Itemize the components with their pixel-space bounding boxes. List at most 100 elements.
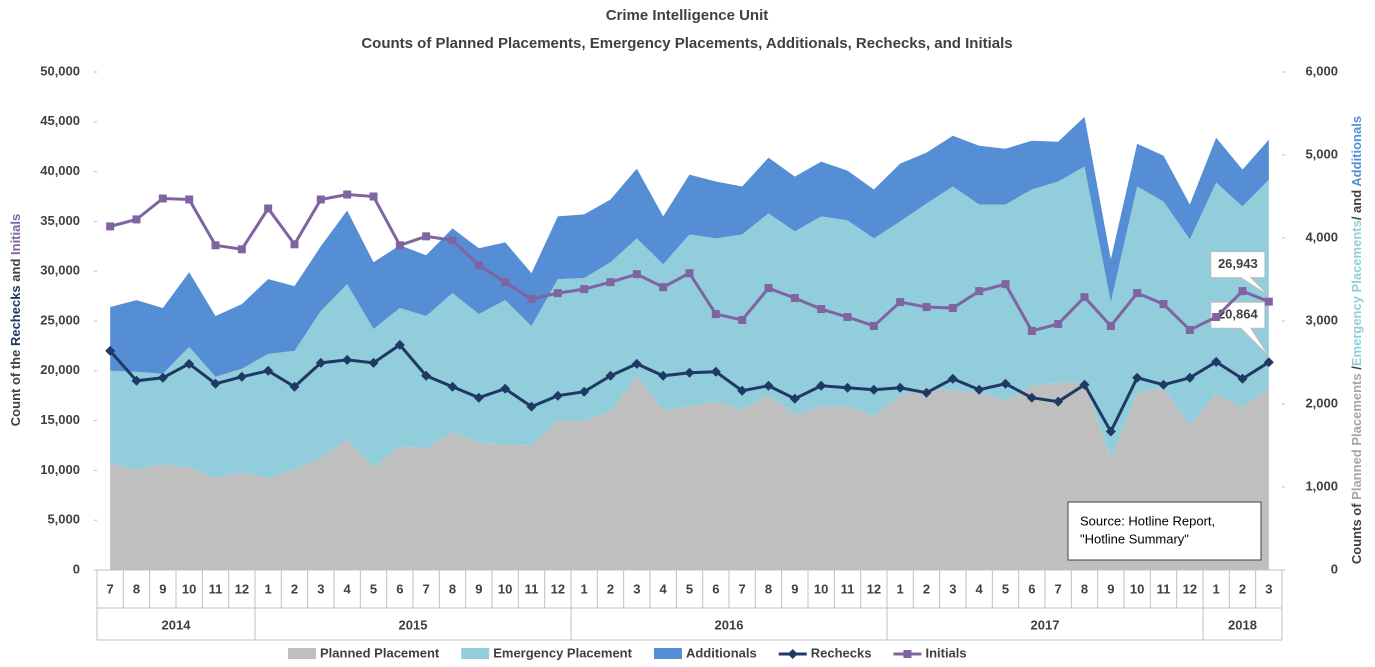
x-tick-label: 12 [235,581,249,596]
year-label: 2017 [1031,617,1060,632]
x-tick-label: 1 [265,581,272,596]
y-tick-label: 15,000 [40,412,80,427]
x-tick-label: 3 [317,581,324,596]
point [289,381,300,392]
x-tick-label: 10 [814,581,828,596]
x-tick-label: 5 [370,581,377,596]
point [1264,297,1273,306]
x-tick-label: 11 [209,581,223,596]
point [764,284,773,293]
x-tick-label: 4 [660,581,668,596]
point [1238,287,1247,296]
legend-label: Rechecks [811,645,872,660]
x-tick-label: 1 [581,581,588,596]
point [1133,289,1142,298]
y-tick-label: 0 [73,561,80,576]
point [157,372,168,383]
point [1080,293,1089,302]
x-tick-label: 11 [841,581,855,596]
point [710,366,721,377]
point [237,245,246,254]
axis-title-part: Planned Placements [1349,370,1364,500]
chart-title: Crime Intelligence Unit [606,7,769,24]
point [1001,280,1010,289]
point [448,236,457,245]
point [527,295,536,304]
point [974,384,985,395]
axis-title-part: Additionals [1349,116,1364,187]
x-tick-label: 6 [712,581,719,596]
x-tick-label: 6 [1028,581,1035,596]
source-text: "Hotline Summary" [1080,531,1189,546]
axis-title-part: Count of the [8,346,23,426]
point [131,375,142,386]
y2-tick-label: 2,000 [1305,395,1338,410]
x-tick-label: 2 [291,581,298,596]
point [737,385,748,396]
data-label: 26,943 [1218,256,1258,271]
data-label: 20,864 [1218,307,1259,322]
point [316,195,325,204]
point [738,316,747,325]
point [315,357,326,368]
axis-title-part: Counts of [1349,500,1364,564]
point [422,232,431,241]
point [500,383,511,394]
point [342,354,353,365]
area [110,116,1269,377]
year-label: 2018 [1228,617,1257,632]
point [1105,426,1116,437]
x-tick-label: 12 [1183,581,1197,596]
year-label: 2014 [162,617,192,632]
legend-swatch [288,648,316,659]
x-tick-label: 9 [159,581,166,596]
y2-axis-title: Counts of Planned Placements /Emergency … [1349,116,1364,564]
point [948,304,957,313]
point [132,215,141,224]
x-tick-label: 7 [423,581,430,596]
point [105,345,116,356]
point [473,392,484,403]
x-tick-label: 1 [1213,581,1220,596]
x-tick-label: 7 [107,581,114,596]
year-label: 2015 [399,617,428,632]
point [1158,379,1169,390]
point [658,370,669,381]
point [343,190,352,199]
point [1132,372,1143,383]
legend-swatch [461,648,490,659]
x-tick-label: 12 [551,581,565,596]
point [659,283,668,292]
legend-label: Emergency Placement [493,645,632,660]
point [552,390,563,401]
axis-title-part: / [1349,366,1364,370]
point [606,278,615,287]
x-tick-label: 2 [1239,581,1246,596]
point [236,371,247,382]
axis-title-part: and [8,255,23,285]
x-tick-label: 4 [344,581,352,596]
axis-title-part: Rechecks [8,285,23,346]
y-tick-label: 20,000 [40,362,80,377]
y2-tick-label: 4,000 [1305,229,1338,244]
point [842,382,853,393]
point [474,261,483,270]
x-tick-label: 12 [867,581,881,596]
x-tick-label: 10 [182,581,196,596]
point [369,192,378,201]
y-tick-label: 5,000 [47,512,80,527]
point [1211,356,1222,367]
point [763,380,774,391]
point [290,240,299,249]
point [185,195,194,204]
point [1159,300,1168,309]
y2-tick-label: 5,000 [1305,146,1338,161]
point [1106,321,1115,330]
y-tick-label: 35,000 [40,213,80,228]
year-label: 2016 [715,617,744,632]
y2-tick-label: 6,000 [1305,63,1338,78]
point [711,310,720,319]
label-callout [1210,251,1270,297]
chart-subtitle: Counts of Planned Placements, Emergency … [361,35,1012,52]
point [210,378,221,389]
